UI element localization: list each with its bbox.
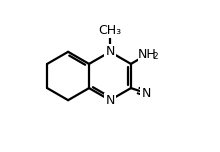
Text: N: N [105, 94, 115, 107]
Text: N: N [141, 87, 151, 100]
Text: NH: NH [138, 48, 157, 61]
Text: N: N [105, 45, 115, 58]
Text: CH₃: CH₃ [98, 24, 122, 37]
Text: 2: 2 [152, 52, 158, 61]
